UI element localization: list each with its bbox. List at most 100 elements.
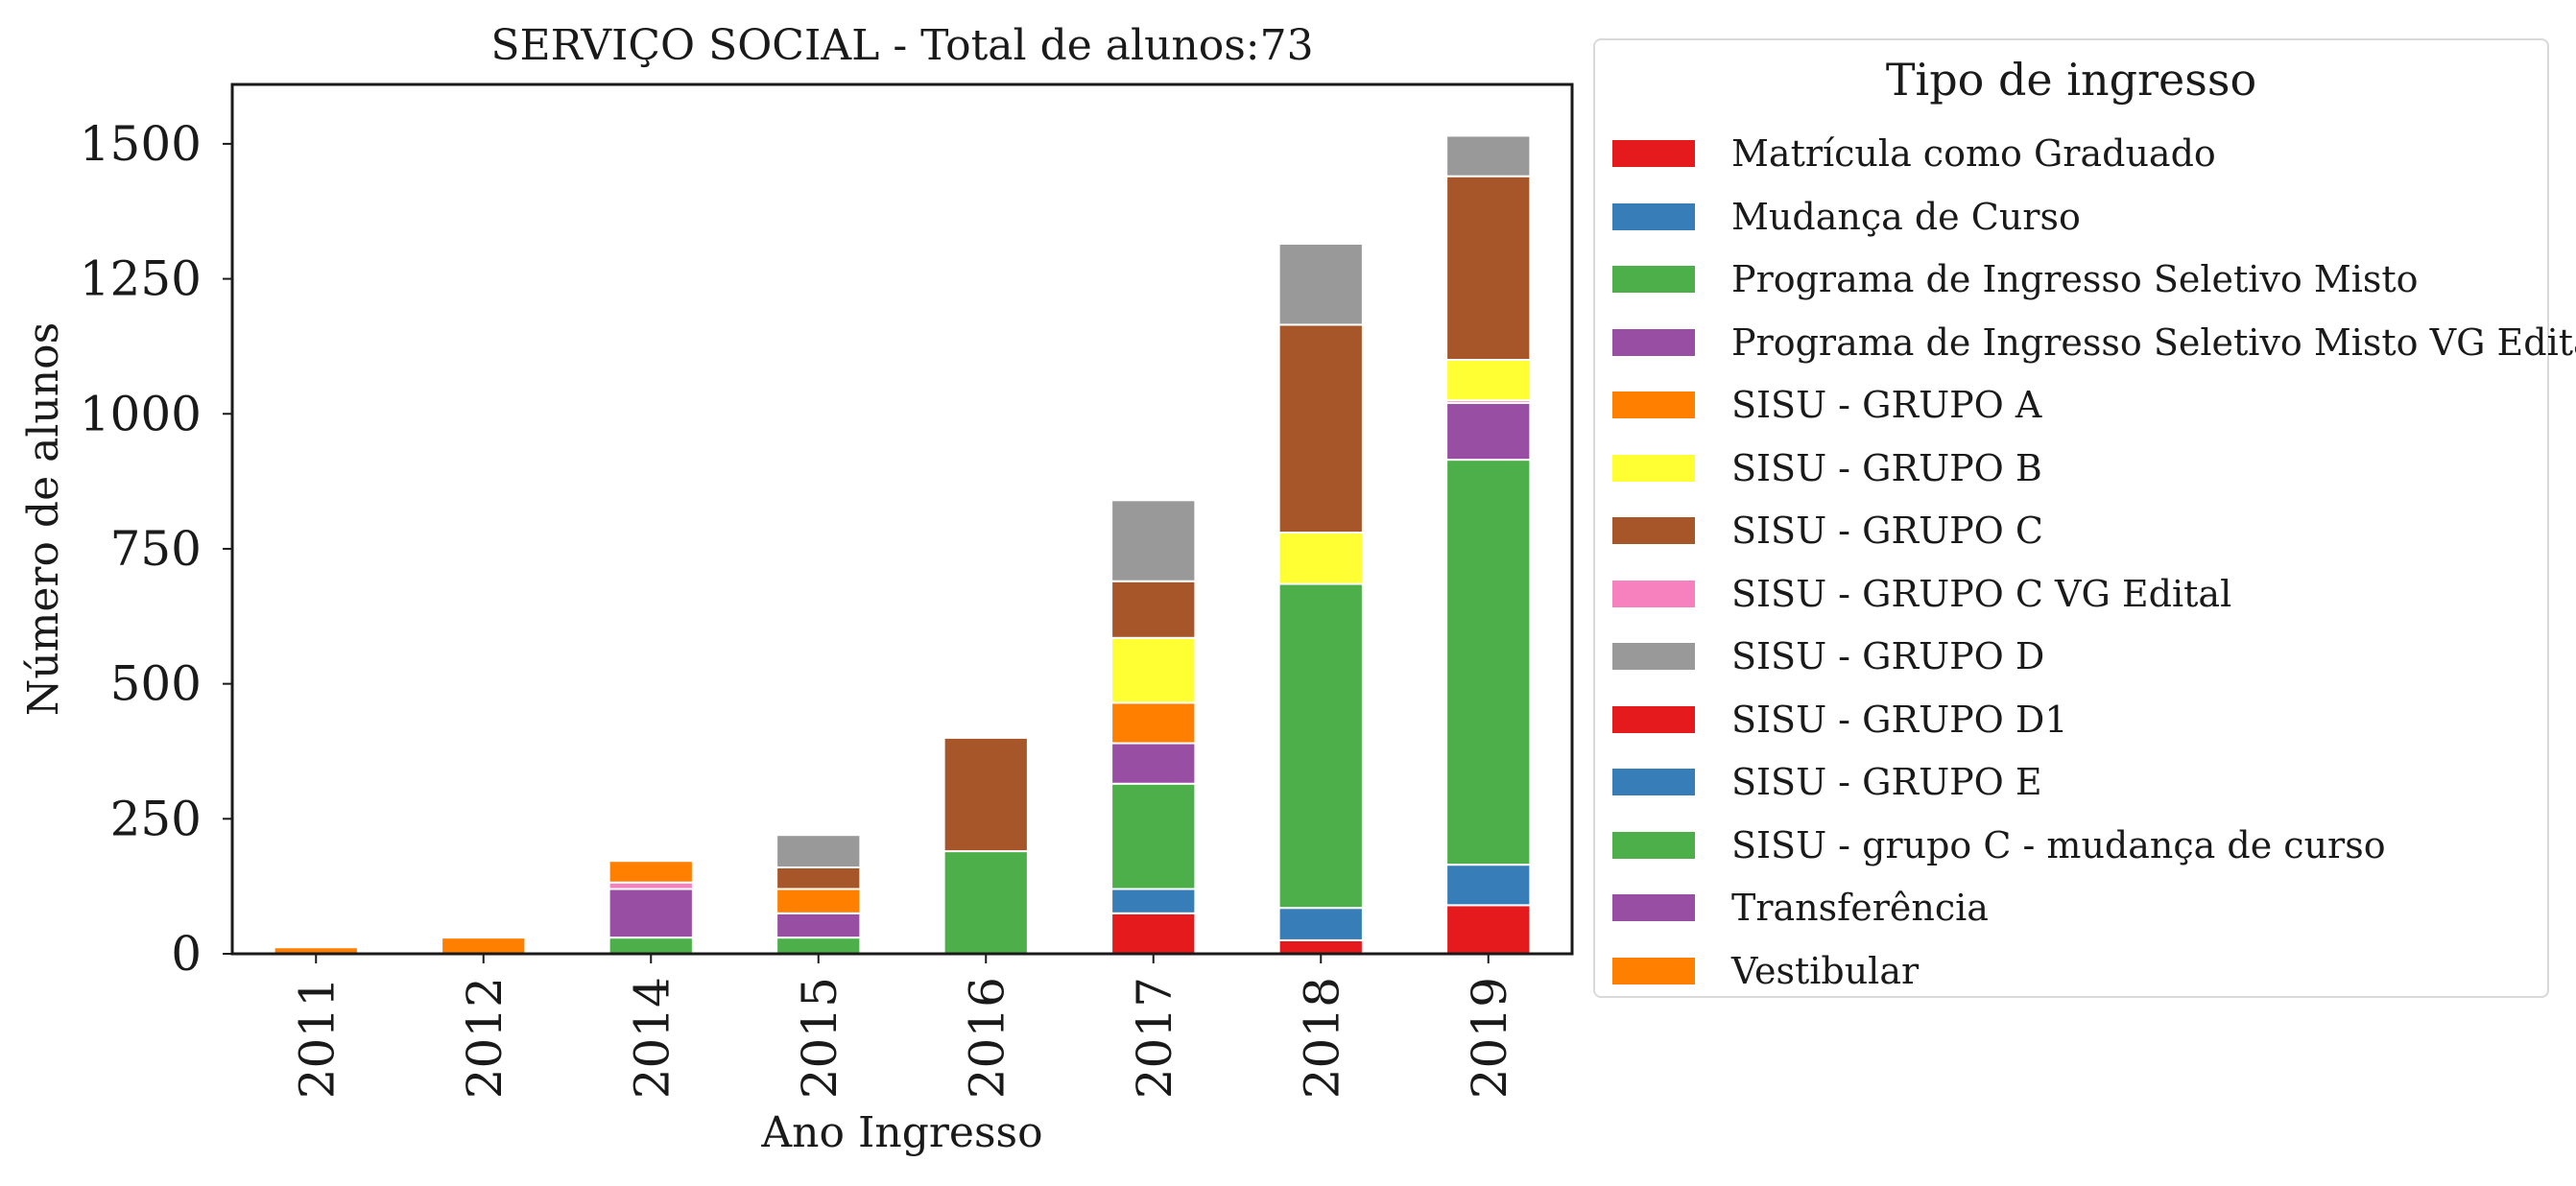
bar-2014-sisu-grupo-a — [608, 860, 694, 884]
legend-label: SISU - GRUPO C VG Edital — [1731, 572, 2232, 615]
bar-2019-sisu-grupo-c — [1445, 175, 1532, 361]
bar-2017-sisu-grupo-a — [1110, 701, 1197, 745]
bar-2015-sisu-grupo-c — [775, 866, 862, 890]
legend-label: Vestibular — [1731, 949, 1920, 992]
bar-2017-sisu-grupo-c — [1110, 580, 1197, 639]
bar-2015-sisu-grupo-a — [775, 888, 862, 914]
legend-swatch — [1612, 266, 1695, 293]
bar-2014-sisu-grupo-c-vg-edital — [608, 881, 694, 890]
legend-entry-sisu-grupo-c-mudanca-de-curso: SISU - grupo C - mudança de curso — [1612, 817, 2386, 874]
legend-label: SISU - grupo C - mudança de curso — [1731, 823, 2386, 866]
legend-entry-sisu-grupo-a: SISU - GRUPO A — [1612, 376, 2041, 434]
bar-2017-sisu-grupo-d1 — [1110, 912, 1197, 956]
legend-label: Programa de Ingresso Seletivo Misto VG E… — [1731, 320, 2576, 364]
legend-swatch — [1612, 202, 1695, 230]
legend-label: SISU - GRUPO E — [1731, 761, 2042, 803]
bar-2017-sisu-grupo-e — [1110, 888, 1197, 914]
legend-swatch — [1612, 894, 1695, 921]
x-tick-label: 2014 — [624, 977, 680, 1099]
bar-2015-transferencia — [775, 912, 862, 939]
legend-swatch — [1612, 643, 1695, 670]
bar-2019-sisu-grupo-d1 — [1445, 904, 1532, 956]
legend-swatch — [1612, 957, 1695, 984]
legend-label: SISU - GRUPO C — [1731, 510, 2043, 552]
bar-2018-sisu-grupo-d1 — [1277, 938, 1364, 956]
legend-entry-sisu-grupo-c: SISU - GRUPO C — [1612, 502, 2043, 559]
legend-swatch — [1612, 454, 1695, 482]
x-tick-label: 2011 — [289, 977, 345, 1099]
bar-2017-sisu-grupo-d — [1110, 499, 1197, 582]
bar-2017-transferencia — [1110, 742, 1197, 785]
x-axis-label: Ano Ingresso — [760, 1108, 1042, 1157]
bar-2018-sisu-grupo-c-mudanca-de-curso — [1277, 582, 1364, 910]
bar-2017-sisu-grupo-c-mudanca-de-curso — [1110, 782, 1197, 890]
legend-label: Matrícula como Graduado — [1731, 132, 2216, 175]
legend-entry-transferencia: Transferência — [1612, 879, 1989, 937]
legend-entry-sisu-grupo-b: SISU - GRUPO B — [1612, 439, 2042, 497]
legend-entry-programa-de-ingresso-seletivo-misto-vg-edital: Programa de Ingresso Seletivo Misto VG E… — [1612, 314, 2576, 371]
legend-entry-sisu-grupo-d1: SISU - GRUPO D1 — [1612, 691, 2068, 748]
x-tick-label: 2017 — [1127, 977, 1182, 1099]
legend-title: Tipo de ingresso — [1885, 54, 2257, 106]
bar-2019-transferencia — [1445, 402, 1532, 462]
x-tick-label: 2012 — [457, 977, 513, 1099]
bar-2015-sisu-grupo-c-mudanca-de-curso — [775, 937, 862, 956]
bar-2018-sisu-grupo-b — [1277, 532, 1364, 585]
bar-2019-sisu-grupo-d — [1445, 134, 1532, 178]
y-axis-ticks: 0 250 500 750 1000 1250 1500 — [80, 116, 232, 982]
stacked-bar-chart: SERVIÇO SOCIAL - Total de alunos:73 0 250… — [19, 21, 1574, 1157]
bar-2019-sisu-grupo-c-mudanca-de-curso — [1445, 459, 1532, 866]
legend-swatch — [1612, 517, 1695, 544]
legend-swatch — [1612, 705, 1695, 733]
y-tick-label: 1250 — [80, 251, 202, 307]
bar-2018-sisu-grupo-c — [1277, 323, 1364, 534]
legend-swatch — [1612, 140, 1695, 167]
legend-entry-mudanca-de-curso: Mudança de Curso — [1612, 188, 2081, 246]
bar-2014-sisu-grupo-c-mudanca-de-curso — [608, 937, 694, 956]
legend-label: SISU - GRUPO D — [1731, 635, 2045, 677]
bar-2018-sisu-grupo-d — [1277, 243, 1364, 326]
y-tick-label: 500 — [110, 656, 202, 712]
legend-entry-programa-de-ingresso-seletivo-misto: Programa de Ingresso Seletivo Misto — [1612, 250, 2419, 308]
bars-group — [273, 134, 1532, 956]
x-tick-label: 2018 — [1294, 977, 1349, 1099]
bar-2018-sisu-grupo-e — [1277, 907, 1364, 941]
y-tick-label: 250 — [110, 791, 202, 846]
legend-entry-sisu-grupo-d: SISU - GRUPO D — [1612, 628, 2044, 685]
bar-2019-sisu-grupo-e — [1445, 864, 1532, 907]
legend-label: Programa de Ingresso Seletivo Misto — [1731, 258, 2419, 300]
bar-2016-sisu-grupo-c — [942, 736, 1029, 853]
bar-2015-sisu-grupo-d — [775, 834, 862, 868]
legend-entry-sisu-grupo-c-vg-edital: SISU - GRUPO C VG Edital — [1612, 565, 2231, 623]
y-tick-label: 0 — [171, 926, 202, 982]
x-tick-label: 2019 — [1462, 977, 1517, 1099]
bar-2012-vestibular — [441, 937, 527, 956]
legend-swatch — [1612, 831, 1695, 859]
y-tick-label: 1000 — [80, 386, 202, 441]
legend-entry-matricula-como-graduado: Matrícula como Graduado — [1612, 125, 2216, 182]
x-tick-label: 2016 — [959, 977, 1014, 1099]
legend-label: SISU - GRUPO B — [1731, 446, 2042, 489]
legend-label: SISU - GRUPO A — [1731, 384, 2042, 426]
bar-2014-transferencia — [608, 888, 694, 939]
legend-label: SISU - GRUPO D1 — [1731, 698, 2068, 741]
y-tick-label: 1500 — [80, 116, 202, 172]
legend-entry-vestibular: Vestibular — [1612, 942, 1919, 1000]
bar-2016-sisu-grupo-c-mudanca-de-curso — [942, 850, 1029, 956]
x-axis-ticks: 2011 2012 2014 2015 2016 2017 2018 2019 — [289, 954, 1517, 1099]
legend-label: Transferência — [1731, 887, 1989, 929]
plot-frame — [230, 83, 1574, 956]
legend-entry-sisu-grupo-e: SISU - GRUPO E — [1612, 753, 2042, 811]
y-tick-label: 750 — [110, 521, 202, 577]
chart-title: SERVIÇO SOCIAL - Total de alunos:73 — [490, 21, 1313, 70]
x-tick-label: 2015 — [792, 977, 847, 1099]
y-axis-label: Número de alunos — [19, 322, 68, 716]
legend-swatch — [1612, 328, 1695, 356]
legend-swatch — [1612, 769, 1695, 795]
bar-2019-sisu-grupo-b — [1445, 358, 1532, 402]
legend-swatch — [1612, 580, 1695, 607]
legend: Tipo de ingresso Matrícula como Graduado… — [1593, 38, 2576, 1000]
legend-label: Mudança de Curso — [1731, 195, 2081, 238]
legend-swatch — [1612, 391, 1695, 418]
bar-2017-sisu-grupo-b — [1110, 636, 1197, 704]
